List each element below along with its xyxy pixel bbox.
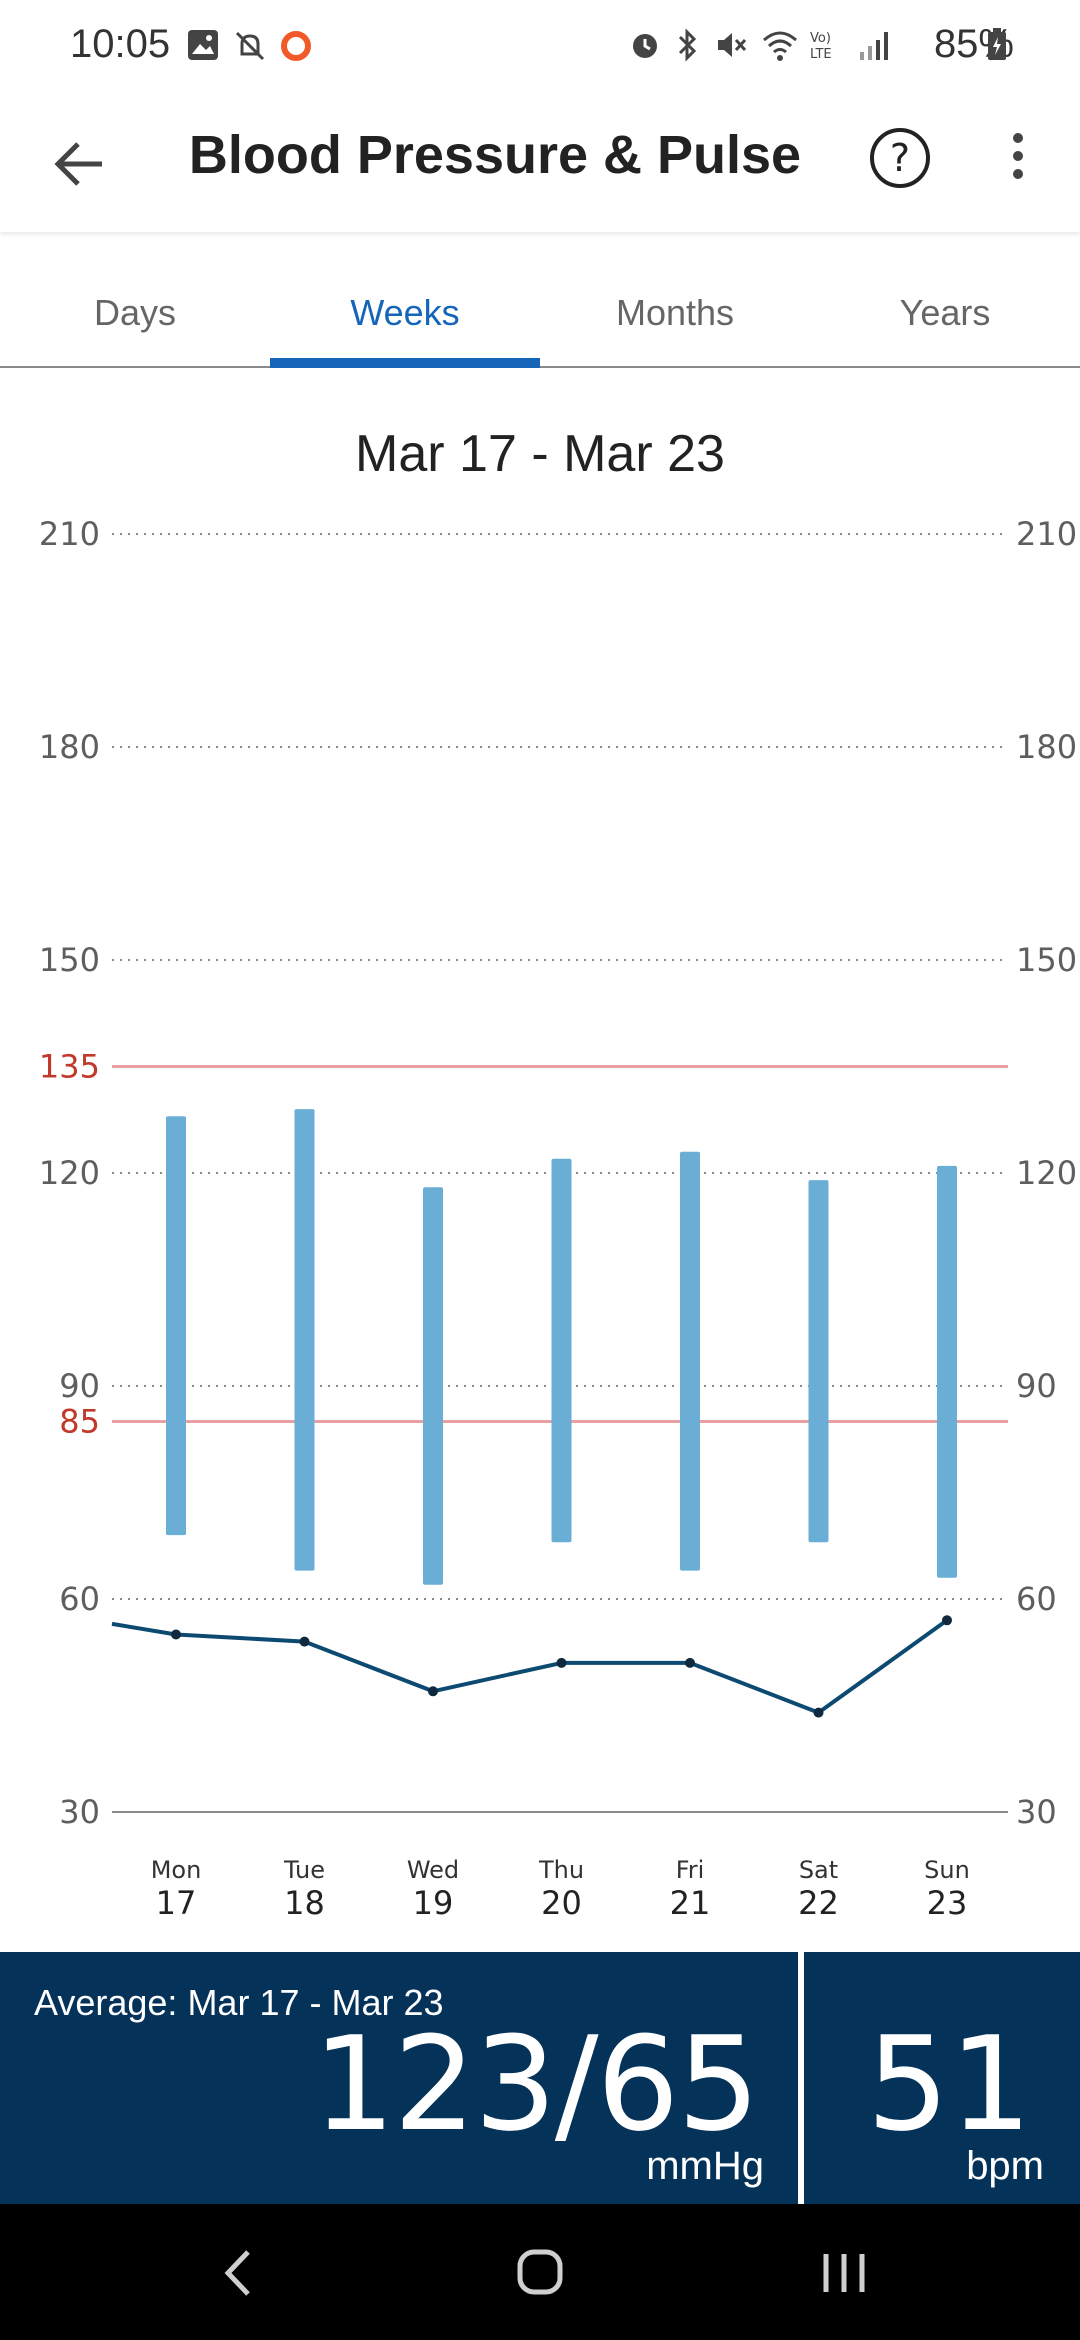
pulse-point [556, 1657, 567, 1668]
y-tick-label-left: 90 [59, 1367, 100, 1405]
average-bp-value: 123/65 [312, 2008, 760, 2160]
average-label: Average: Mar 17 - Mar 23 [34, 1982, 444, 2023]
x-day-label: Fri [676, 1856, 705, 1884]
app-bar: Blood Pressure & Pulse ? [0, 96, 1080, 232]
y-tick-label-left: 150 [39, 941, 100, 979]
threshold-label: 135 [39, 1048, 100, 1086]
x-day-label: Tue [283, 1856, 325, 1884]
x-day-label: Thu [538, 1856, 584, 1884]
pulse-point [299, 1636, 310, 1647]
x-date-label: 23 [927, 1884, 968, 1922]
y-tick-label-right: 150 [1016, 941, 1077, 979]
pulse-line [111, 1618, 949, 1715]
x-day-label: Mon [151, 1856, 202, 1884]
volte-icon: Vo) LTE [810, 31, 832, 62]
y-tick-label-left: 210 [39, 515, 100, 553]
status-time: 10:05 [70, 22, 171, 66]
pulse-point [942, 1615, 952, 1626]
average-pulse-value: 51 [866, 2008, 1032, 2160]
y-tick-label-left: 180 [39, 728, 100, 766]
y-tick-label-right: 30 [1016, 1793, 1057, 1831]
notifications-off-icon [235, 31, 265, 61]
arrow-back-icon[interactable] [44, 124, 124, 204]
date-range-title: Mar 17 - Mar 23 [355, 425, 725, 483]
bp-range-bar [423, 1187, 443, 1585]
image-icon [188, 30, 218, 60]
pulse-point [171, 1629, 181, 1640]
x-date-label: 22 [798, 1884, 839, 1922]
help-icon[interactable]: ? [864, 122, 936, 194]
tab-days[interactable]: Days [93, 292, 177, 333]
y-tick-label-right: 60 [1016, 1580, 1057, 1618]
bp-range-bar [680, 1151, 700, 1571]
x-date-label: 21 [670, 1884, 711, 1922]
y-tick-label-right: 90 [1016, 1367, 1057, 1405]
alarm-icon [633, 34, 657, 58]
svg-text:?: ? [890, 136, 910, 180]
x-day-label: Sun [924, 1856, 970, 1884]
pulse-point [428, 1686, 438, 1697]
page-title: Blood Pressure & Pulse [188, 125, 802, 185]
status-bar: 10:05 Vo) LTE 85% [0, 0, 1080, 96]
mute-icon [718, 33, 747, 57]
pulse-point [685, 1657, 695, 1668]
average-panel: Average: Mar 17 - Mar 23 123/65 mmHg 51 … [0, 1952, 1080, 2204]
x-date-label: 17 [156, 1884, 197, 1922]
pulse-point [813, 1707, 824, 1718]
tab-months[interactable]: Months [615, 292, 735, 333]
period-tabs: Days Weeks Months Years [0, 232, 1080, 368]
x-day-label: Wed [407, 1856, 459, 1884]
svg-text:Vo): Vo) [810, 31, 831, 46]
bp-range-bar [294, 1109, 315, 1571]
bp-range-bar [551, 1158, 572, 1543]
y-tick-label-right: 120 [1016, 1154, 1077, 1192]
tab-weeks[interactable]: Weeks [270, 232, 540, 368]
average-pulse-unit: bpm [966, 2144, 1044, 2188]
y-tick-label-right: 210 [1016, 515, 1077, 553]
bp-range-bar [166, 1116, 186, 1536]
bp-range-bar [808, 1180, 829, 1543]
y-tick-label-left: 30 [59, 1793, 100, 1831]
panel-divider [798, 1952, 804, 2204]
wifi-icon [763, 31, 797, 61]
x-date-label: 20 [541, 1884, 582, 1922]
svg-text:LTE: LTE [810, 47, 832, 62]
x-date-label: 19 [413, 1884, 454, 1922]
tab-years[interactable]: Years [899, 292, 991, 333]
signal-icon [860, 32, 888, 60]
y-tick-label-left: 60 [59, 1580, 100, 1618]
record-icon [281, 31, 311, 61]
nav-recents-icon[interactable] [804, 2238, 884, 2308]
more-vert-icon[interactable] [988, 122, 1048, 202]
system-nav-bar [0, 2204, 1080, 2340]
x-day-label: Sat [799, 1856, 838, 1884]
y-tick-label-left: 120 [39, 1154, 100, 1192]
x-date-label: 18 [284, 1884, 325, 1922]
average-bp-unit: mmHg [646, 2144, 764, 2188]
y-tick-label-right: 180 [1016, 728, 1077, 766]
nav-back-icon[interactable] [200, 2238, 280, 2308]
threshold-label: 85 [59, 1403, 100, 1441]
nav-home-icon[interactable] [500, 2238, 580, 2308]
bp-pulse-chart: 210 210 180 180 150 150 120 120 90 90 60 60 30 30 135 8… [39, 515, 1077, 1922]
bluetooth-icon [678, 28, 697, 62]
battery-charging-icon [988, 28, 1006, 60]
bp-range-bar [937, 1165, 957, 1578]
